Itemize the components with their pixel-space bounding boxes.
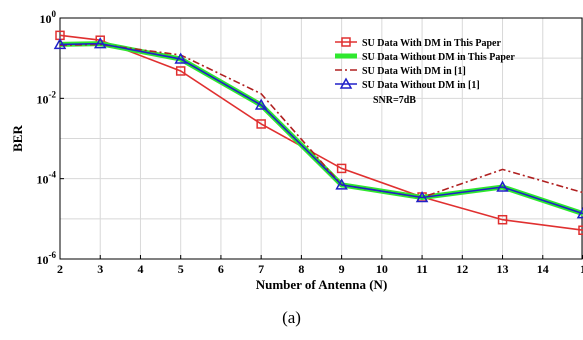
x-tick-label: 14 bbox=[537, 262, 549, 276]
x-tick-label: 4 bbox=[137, 262, 143, 276]
series-line bbox=[59, 43, 583, 199]
y-axis-ticks: 100 10-2 10-4 10-6 bbox=[37, 9, 64, 267]
data-point-triangle bbox=[339, 77, 353, 89]
series-3 bbox=[59, 43, 583, 199]
y-axis-label: BER bbox=[10, 125, 25, 152]
x-tick-label: 3 bbox=[97, 262, 103, 276]
x-tick-label: 1 bbox=[580, 262, 583, 276]
x-axis-label: Number of Antenna (N) bbox=[256, 277, 388, 292]
legend: SU Data With DM in This Paper SU Data Wit… bbox=[335, 37, 515, 91]
data-point-square bbox=[578, 225, 583, 235]
series-line bbox=[59, 34, 583, 232]
x-tick-label: 10 bbox=[376, 262, 388, 276]
x-tick-label: 5 bbox=[178, 262, 184, 276]
data-point-triangle bbox=[496, 180, 509, 192]
legend-entry-label: SU Data With DM in [1] bbox=[362, 66, 466, 77]
data-point-triangle bbox=[93, 37, 107, 49]
data-point-square bbox=[497, 214, 508, 225]
x-tick-label: 11 bbox=[416, 262, 427, 276]
data-point-triangle bbox=[335, 178, 348, 190]
legend-entry-label: SU Data Without DM in This Paper bbox=[362, 52, 515, 63]
x-tick-label: 8 bbox=[298, 262, 304, 276]
figure-caption: (a) bbox=[282, 308, 301, 327]
data-point-triangle bbox=[174, 52, 187, 64]
series-line bbox=[59, 42, 583, 215]
data-point-square bbox=[256, 119, 266, 129]
data-point-triangle bbox=[576, 207, 583, 219]
x-tick-label: 12 bbox=[456, 262, 468, 276]
data-point-triangle bbox=[415, 190, 429, 203]
y-tick-label: 10-6 bbox=[37, 250, 57, 267]
x-tick-label: 9 bbox=[339, 262, 345, 276]
data-point-triangle bbox=[53, 37, 67, 50]
x-tick-label: 6 bbox=[218, 262, 224, 276]
data-point-square bbox=[336, 163, 347, 174]
x-tick-label: 13 bbox=[497, 262, 509, 276]
x-tick-label: 7 bbox=[258, 262, 264, 276]
x-tick-label: 2 bbox=[57, 262, 63, 276]
y-tick-label: 10-2 bbox=[37, 89, 57, 106]
series-4 bbox=[53, 37, 583, 219]
y-tick-label: 100 bbox=[40, 9, 57, 26]
data-point-square bbox=[175, 66, 186, 76]
plot-area-frame bbox=[59, 17, 583, 260]
snr-annotation: SNR=7dB bbox=[373, 95, 416, 106]
y-tick-label: 10-4 bbox=[37, 170, 57, 187]
legend-entry-label: SU Data With DM in This Paper bbox=[362, 38, 501, 49]
data-point-square bbox=[341, 37, 351, 47]
data-series bbox=[53, 30, 583, 235]
x-axis-ticks: 2 3 4 5 6 7 8 9 10 11 12 13 14 1 bbox=[57, 255, 583, 276]
legend-entry-label: SU Data Without DM in [1] bbox=[362, 80, 480, 91]
data-point-triangle bbox=[254, 98, 268, 110]
